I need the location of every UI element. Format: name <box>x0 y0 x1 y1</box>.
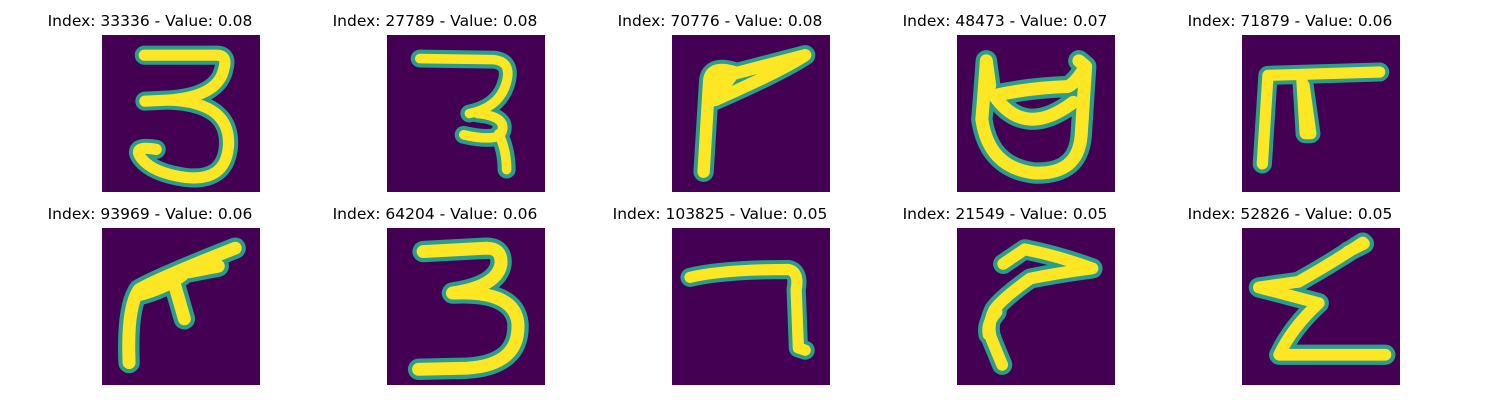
panel-title: Index: 103825 - Value: 0.05 <box>612 205 828 223</box>
grid-panel: Index: 33336 - Value: 0.08 <box>0 0 300 192</box>
panel-image <box>957 35 1115 192</box>
panel-title: Index: 64204 - Value: 0.06 <box>332 205 538 223</box>
grid-panel: Index: 103825 - Value: 0.05 <box>570 193 870 385</box>
panel-image <box>102 35 260 192</box>
glyph-image <box>1242 228 1400 385</box>
grid-panel: Index: 64204 - Value: 0.06 <box>285 193 585 385</box>
glyph-image <box>672 228 830 385</box>
panel-title: Index: 21549 - Value: 0.05 <box>902 205 1108 223</box>
grid-panel: Index: 71879 - Value: 0.06 <box>1140 0 1440 192</box>
grid-panel: Index: 27789 - Value: 0.08 <box>285 0 585 192</box>
panel-image <box>957 228 1115 385</box>
grid-panel: Index: 70776 - Value: 0.08 <box>570 0 870 192</box>
panel-title: Index: 33336 - Value: 0.08 <box>47 12 253 30</box>
panel-image <box>672 35 830 192</box>
panel-image <box>387 35 545 192</box>
panel-title: Index: 71879 - Value: 0.06 <box>1187 12 1393 30</box>
glyph-image <box>387 35 545 192</box>
glyph-image <box>672 35 830 192</box>
glyph-image <box>957 35 1115 192</box>
glyph-image <box>102 35 260 192</box>
panel-title: Index: 52826 - Value: 0.05 <box>1187 205 1393 223</box>
grid-panel: Index: 21549 - Value: 0.05 <box>855 193 1155 385</box>
panel-title: Index: 93969 - Value: 0.06 <box>47 205 253 223</box>
panel-image <box>1242 228 1400 385</box>
panel-image <box>672 228 830 385</box>
grid-panel: Index: 48473 - Value: 0.07 <box>855 0 1155 192</box>
grid-panel: Index: 52826 - Value: 0.05 <box>1140 193 1440 385</box>
grid-panel: Index: 93969 - Value: 0.06 <box>0 193 300 385</box>
panel-image <box>387 228 545 385</box>
glyph-image <box>387 228 545 385</box>
glyph-image <box>1242 35 1400 192</box>
panel-image <box>102 228 260 385</box>
panel-image <box>1242 35 1400 192</box>
panel-title: Index: 48473 - Value: 0.07 <box>902 12 1108 30</box>
panel-title: Index: 27789 - Value: 0.08 <box>332 12 538 30</box>
glyph-image <box>957 228 1115 385</box>
glyph-image <box>102 228 260 385</box>
panel-title: Index: 70776 - Value: 0.08 <box>617 12 823 30</box>
